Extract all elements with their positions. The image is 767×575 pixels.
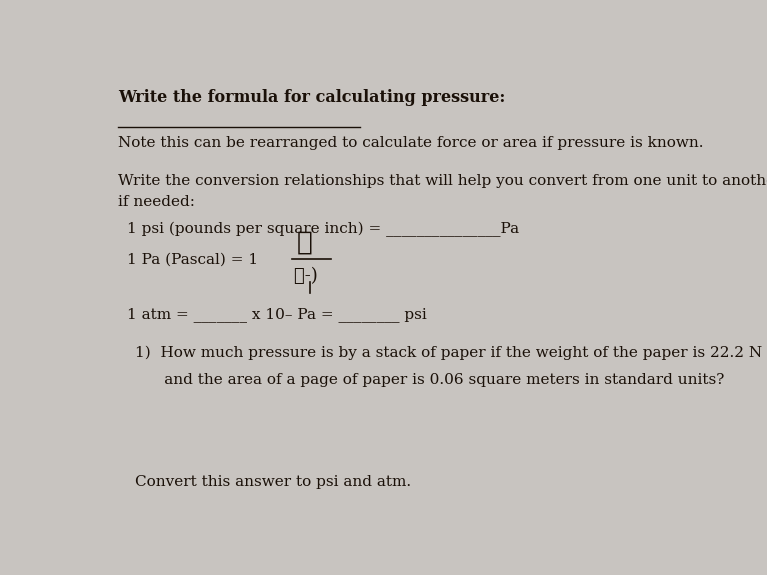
Text: 1)  How much pressure is by a stack of paper if the weight of the paper is 22.2 : 1) How much pressure is by a stack of pa… bbox=[134, 346, 762, 360]
Text: 1 Pa (Pascal) = 1: 1 Pa (Pascal) = 1 bbox=[127, 252, 258, 266]
Text: Write the formula for calculating pressure:: Write the formula for calculating pressu… bbox=[118, 89, 506, 106]
Text: ⌣: ⌣ bbox=[297, 230, 313, 255]
Text: 1 psi (pounds per square inch) = _______________Pa: 1 psi (pounds per square inch) = _______… bbox=[127, 221, 519, 236]
Text: Note this can be rearranged to calculate force or area if pressure is known.: Note this can be rearranged to calculate… bbox=[118, 136, 704, 150]
Text: ⌢⁠-): ⌢⁠-) bbox=[294, 267, 318, 285]
Text: 1 atm = _______ x 10– Pa = ________ psi: 1 atm = _______ x 10– Pa = ________ psi bbox=[127, 307, 426, 322]
Text: Write the conversion relationships that will help you convert from one unit to a: Write the conversion relationships that … bbox=[118, 174, 767, 209]
Text: and the area of a page of paper is 0.06 square meters in standard units?: and the area of a page of paper is 0.06 … bbox=[134, 373, 724, 387]
Text: Convert this answer to psi and atm.: Convert this answer to psi and atm. bbox=[134, 476, 410, 489]
